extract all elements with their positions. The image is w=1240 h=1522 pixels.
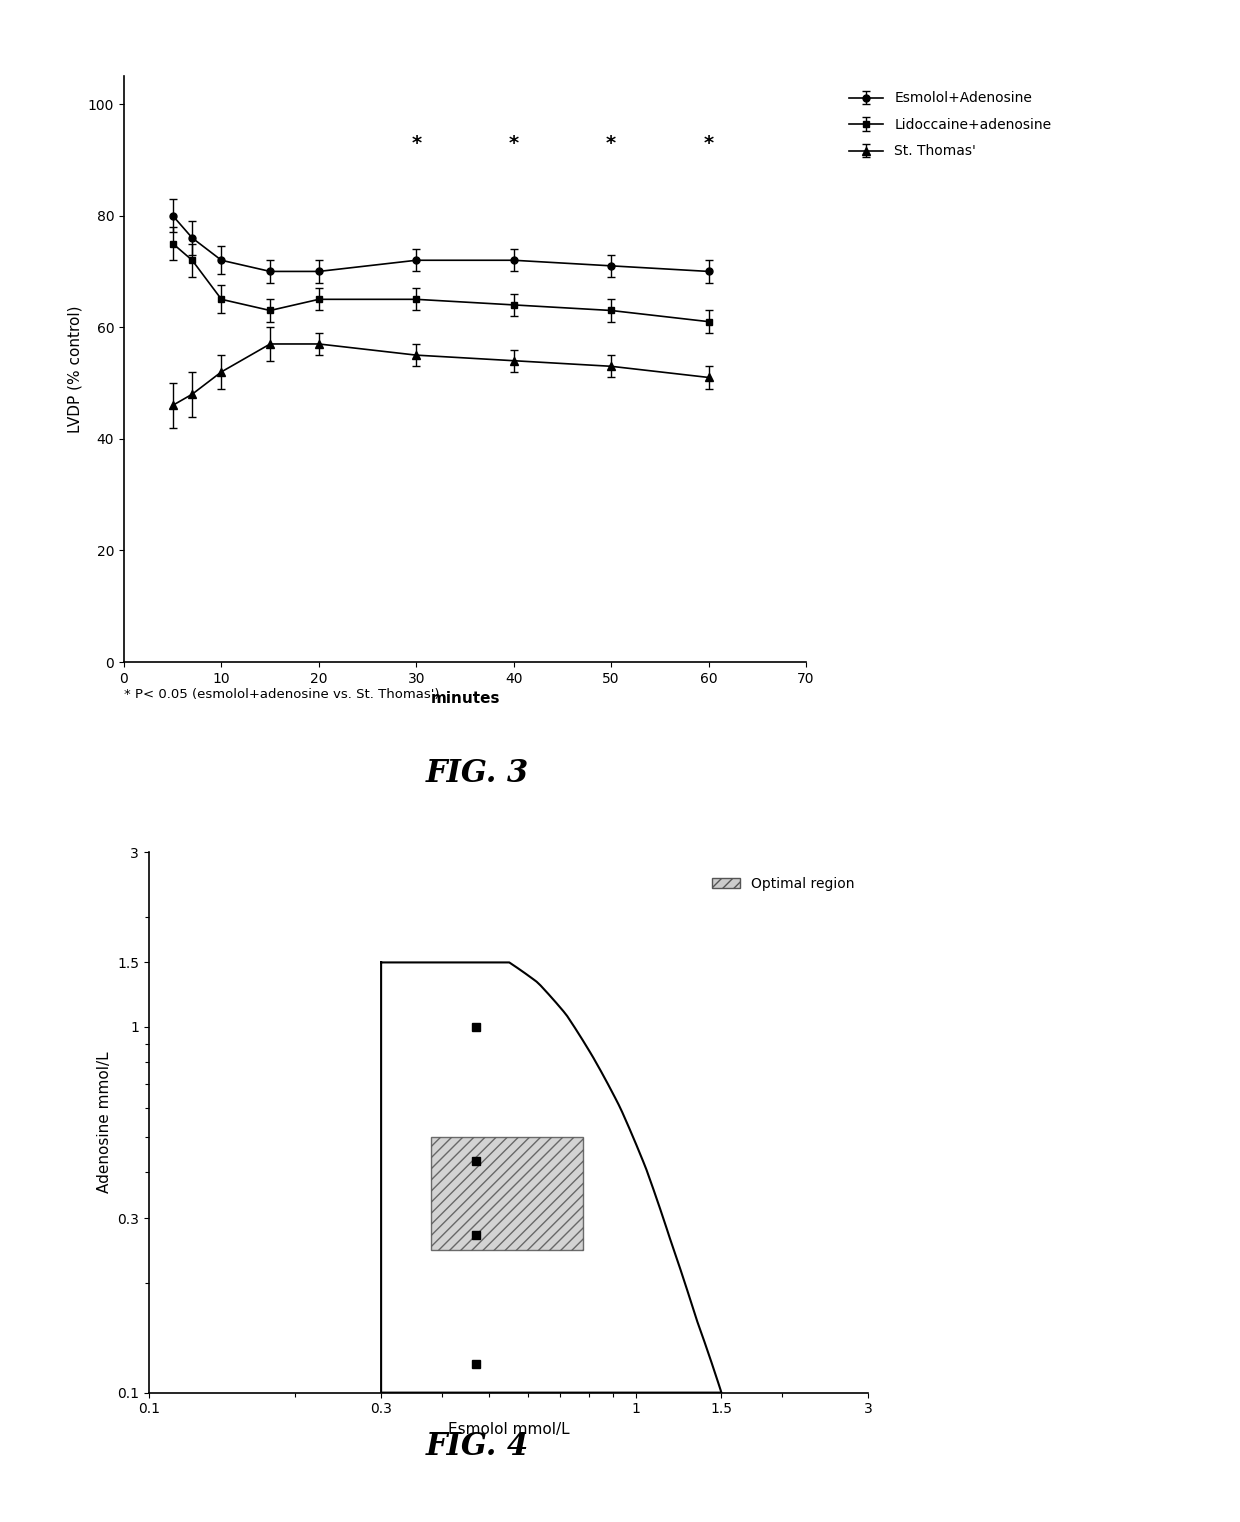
X-axis label: Esmolol mmol/L: Esmolol mmol/L — [448, 1422, 569, 1437]
Text: FIG. 3: FIG. 3 — [425, 758, 529, 788]
Legend: Esmolol+Adenosine, Lidoccaine+adenosine, St. Thomas': Esmolol+Adenosine, Lidoccaine+adenosine,… — [841, 84, 1060, 167]
Y-axis label: LVDP (% control): LVDP (% control) — [67, 306, 82, 432]
X-axis label: minutes: minutes — [430, 691, 500, 706]
Text: *: * — [412, 134, 422, 152]
Text: * P< 0.05 (esmolol+adenosine vs. St. Thomas'): * P< 0.05 (esmolol+adenosine vs. St. Tho… — [124, 688, 439, 702]
Text: FIG. 4: FIG. 4 — [425, 1431, 529, 1461]
Text: *: * — [508, 134, 518, 152]
Text: *: * — [703, 134, 714, 152]
Legend: Optimal region: Optimal region — [704, 871, 861, 898]
Text: *: * — [606, 134, 616, 152]
Y-axis label: Adenosine mmol/L: Adenosine mmol/L — [97, 1052, 112, 1193]
Bar — [432, 1137, 583, 1250]
